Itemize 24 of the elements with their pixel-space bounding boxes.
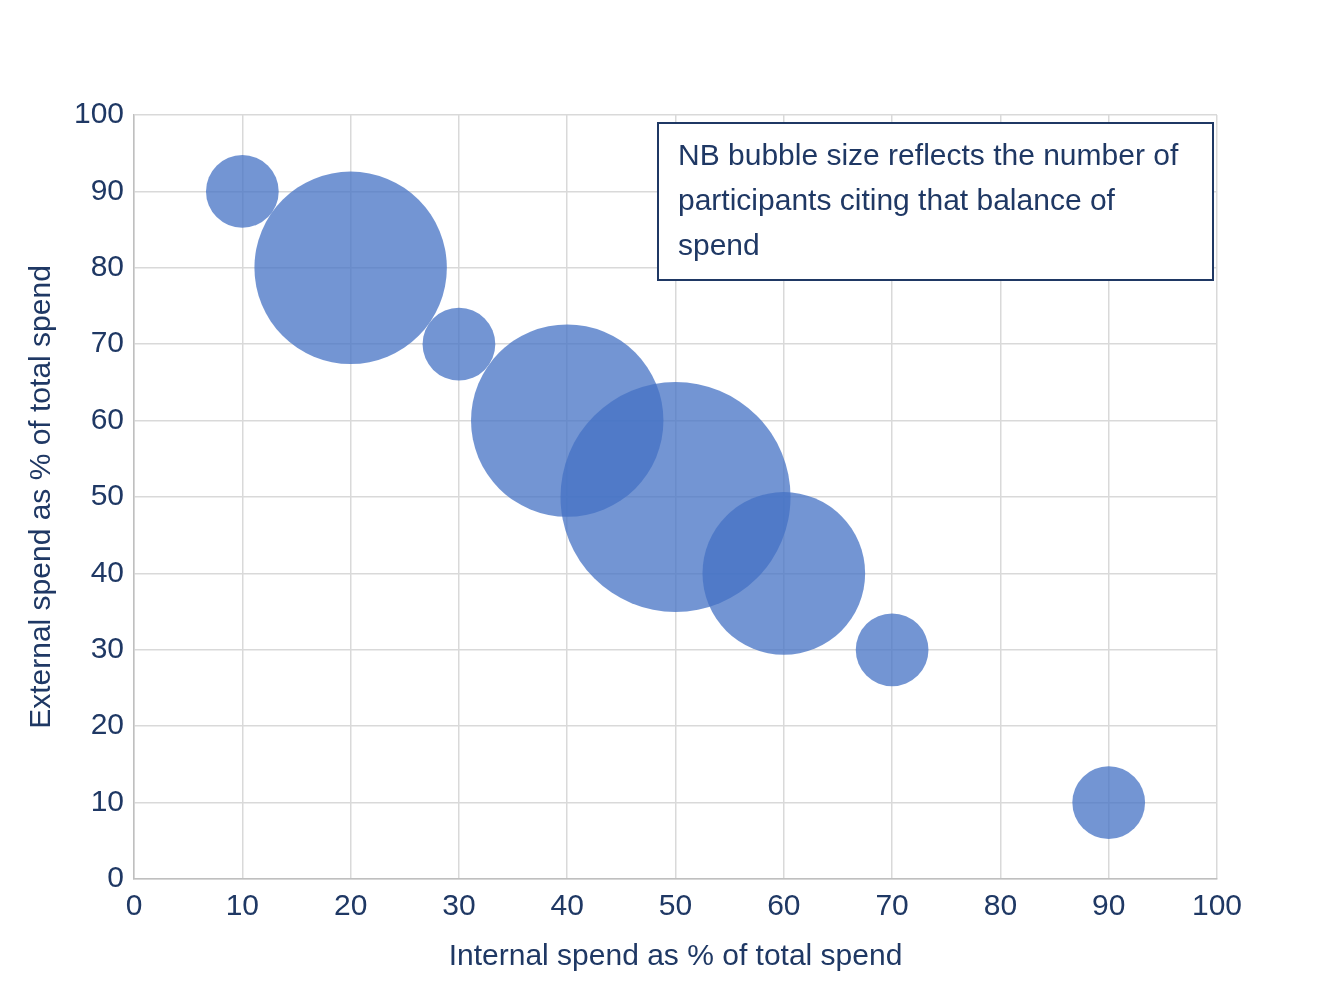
y-tick-label: 60	[90, 401, 125, 435]
x-tick-label: 90	[1092, 888, 1126, 922]
x-tick-label: 50	[658, 888, 693, 922]
x-tick-label: 100	[1191, 888, 1243, 922]
x-tick-label: 30	[442, 888, 476, 922]
y-tick-label: 10	[90, 783, 125, 817]
x-tick-label: 60	[767, 888, 801, 922]
y-tick-label: 70	[90, 325, 125, 359]
y-tick-label: 80	[90, 249, 125, 283]
y-tick-label: 90	[90, 172, 125, 206]
x-tick-label: 10	[225, 888, 260, 922]
x-axis-title: Internal spend as % of total spend	[448, 938, 903, 972]
x-tick-label: 20	[333, 888, 368, 922]
y-tick-label: 0	[107, 860, 125, 894]
y-axis-title: External spend as % of total spend	[23, 265, 57, 729]
y-tick-label: 20	[90, 707, 125, 741]
annotation: NB bubble size reflects the number of participants citing that balance of spend	[678, 137, 1179, 261]
y-tick-label: 50	[90, 478, 125, 512]
y-tick-label: 100	[73, 96, 125, 130]
x-tick-label: 80	[983, 888, 1018, 922]
x-tick-label: 70	[875, 888, 909, 922]
y-tick-label: 30	[90, 631, 125, 665]
y-tick-label: 40	[90, 554, 125, 588]
x-tick-label: 40	[550, 888, 584, 922]
